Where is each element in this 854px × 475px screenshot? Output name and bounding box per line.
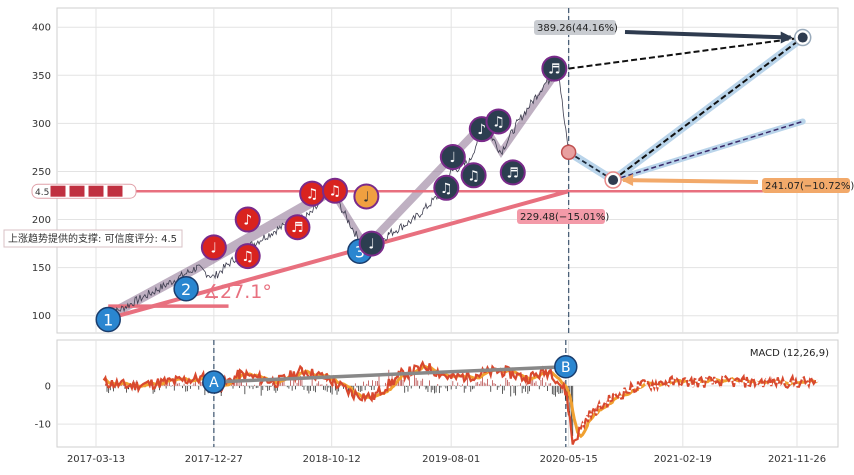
price-label-box	[517, 209, 605, 224]
signal-note-marker	[460, 162, 487, 189]
signal-note-glyph: ♬	[548, 62, 561, 78]
x-tick-label: 2017-03-13	[67, 454, 125, 465]
macd-marker	[202, 370, 226, 394]
labels-layer: 2017-03-13 2017-12-27 2018-10-12 2019-08-01…	[3, 20, 854, 465]
wave-marker	[173, 276, 199, 302]
macd-marker	[554, 355, 578, 379]
macd-marker-label: B	[561, 360, 571, 376]
rating-icon	[68, 184, 86, 198]
support-note-text: 上涨趋势提供的支撑: 可信度评分: 4.5	[8, 232, 177, 245]
signal-note-marker	[439, 144, 466, 171]
x-tick-label: 2018-10-12	[303, 454, 361, 465]
signal-note-glyph: ♩	[363, 189, 370, 205]
wave-label: 2	[181, 280, 191, 299]
signal-note-glyph: ♬	[291, 220, 304, 236]
divergence-line	[213, 365, 566, 384]
signal-note-marker	[321, 177, 348, 204]
wave-label: 1	[103, 311, 113, 330]
macd-future-gap	[581, 372, 819, 431]
x-tick-label: 2019-08-01	[422, 454, 480, 465]
price-label-text: 389.26(44.16%)	[537, 23, 618, 34]
signal-note-glyph: ♩	[450, 150, 457, 166]
target-up-dot	[797, 32, 808, 43]
up-target-arrowhead	[780, 31, 793, 44]
y-tick-label: 150	[32, 263, 51, 274]
signal-note-marker	[485, 108, 512, 135]
signal-note-glyph: ♫	[440, 181, 453, 197]
macd-marker-label: A	[209, 375, 219, 391]
y-tick-label: 250	[32, 167, 51, 178]
signal-note-glyph: ♪	[477, 122, 486, 138]
y-tick-label: 100	[32, 311, 51, 322]
x-tick-label: 2021-11-26	[768, 454, 826, 465]
signal-note-glyph: ♫	[241, 249, 254, 265]
up-target-arrow	[624, 30, 791, 40]
price-label-text: 241.07(−10.72%)	[765, 181, 854, 192]
target-mid-dot	[608, 175, 619, 186]
signal-note-marker	[284, 214, 311, 241]
rating-icon	[49, 184, 67, 198]
price-label-box	[534, 20, 616, 35]
rating-icon	[106, 184, 124, 198]
support-note-box	[3, 229, 183, 248]
x-tick-label: 2021-02-19	[654, 454, 712, 465]
support-level-value: 4.5	[35, 188, 49, 198]
signal-note-marker	[358, 230, 385, 257]
signal-note-marker	[541, 55, 568, 82]
y-tick-label: 400	[32, 23, 51, 34]
y-tick-label: 350	[32, 71, 51, 82]
price-label-box	[762, 178, 850, 193]
x-tick-label: 2020-05-15	[540, 454, 598, 465]
trend-angle-label: ∡27.1°	[203, 281, 272, 303]
projection-line-up	[568, 36, 803, 70]
wave-label: 3	[355, 242, 365, 261]
y-tick-label: 300	[32, 119, 51, 130]
mid-target-arrow	[623, 178, 759, 184]
signal-note-marker	[433, 174, 460, 201]
signal-note-glyph: ♩	[211, 240, 218, 256]
mid-target-arrowhead	[621, 174, 634, 187]
signal-note-glyph: ♬	[506, 165, 519, 181]
price-label-text: 229.48(−15.01%)	[520, 212, 609, 223]
signal-note-glyph: ♫	[306, 187, 319, 203]
signal-note-marker	[234, 206, 261, 233]
macd-y-tick-label: -10	[35, 420, 51, 431]
signal-note-glyph: ♫	[492, 114, 505, 130]
macd-title: MACD (12,26,9)	[750, 348, 829, 359]
projection-line-mid	[612, 120, 803, 181]
y-tick-label: 200	[32, 215, 51, 226]
signal-note-marker	[353, 183, 380, 210]
signal-note-glyph: ♫	[329, 184, 342, 200]
signal-note-marker	[499, 159, 526, 186]
price-line	[107, 72, 569, 319]
signal-note-glyph: ♪	[243, 213, 252, 229]
wave-marker	[95, 306, 121, 333]
rating-icon	[87, 184, 105, 198]
current-price-marker	[560, 144, 577, 160]
projection-line-up-2	[612, 36, 804, 181]
price-panel: 123♩♪♫♬♫ ♫ ♩♩♫♩♫♪ ♫♬♬	[56, 7, 839, 334]
macd-frame	[56, 339, 839, 448]
signal-note-marker	[234, 243, 261, 270]
signal-note-glyph: ♫	[467, 168, 480, 184]
macd-panel: AB	[56, 339, 839, 448]
macd-y-tick-label: 0	[45, 381, 51, 392]
signal-note-marker	[200, 234, 227, 261]
x-tick-label: 2017-12-27	[185, 454, 243, 465]
signal-note-glyph: ♩	[368, 237, 375, 253]
